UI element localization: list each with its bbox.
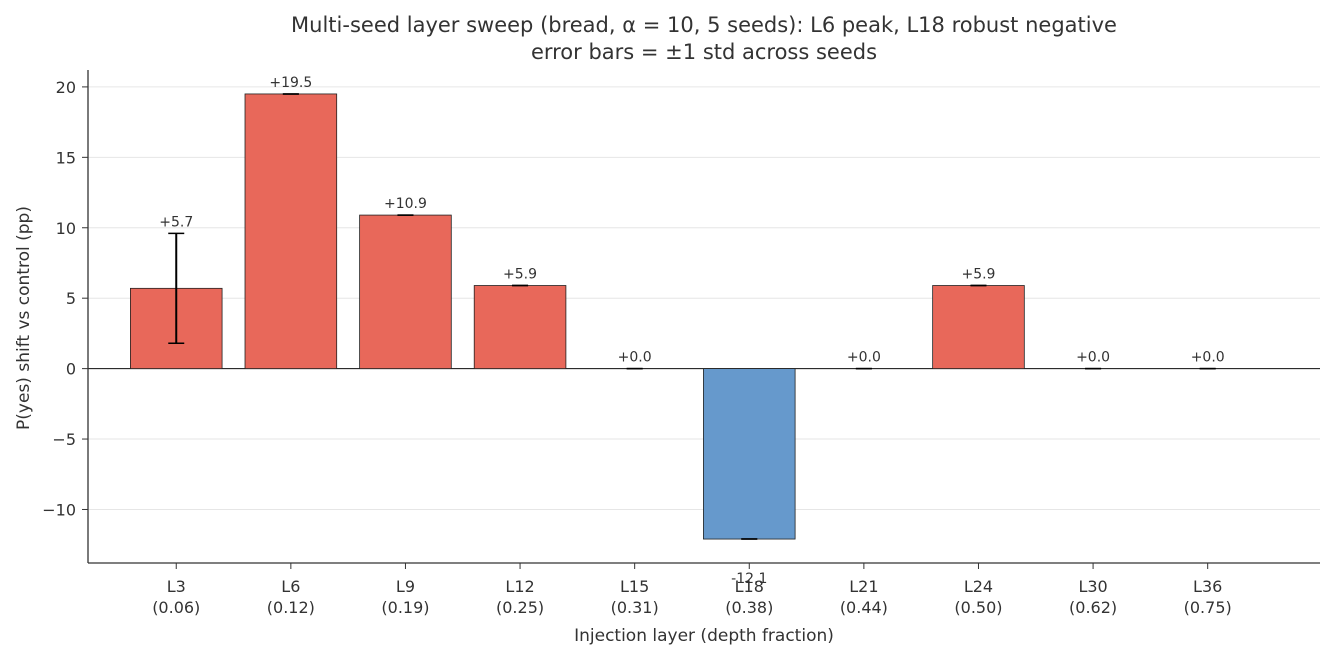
x-tick-label: L21 <box>849 577 878 596</box>
x-tick-label: L18 <box>735 577 764 596</box>
data-label-L6: +19.5 <box>269 75 312 91</box>
x-tick-depth-label: (0.75) <box>1184 598 1232 617</box>
data-label-L21: +0.0 <box>847 350 881 366</box>
y-tick-label: −5 <box>52 430 76 449</box>
data-label-L15: +0.0 <box>618 350 652 366</box>
data-label-L9: +10.9 <box>384 196 427 212</box>
x-tick-label: L12 <box>505 577 534 596</box>
bar-L9 <box>359 214 452 370</box>
x-tick-depth-label: (0.19) <box>381 598 429 617</box>
x-tick-depth-label: (0.31) <box>611 598 659 617</box>
x-tick-label: L3 <box>167 577 186 596</box>
x-tick-depth-label: (0.38) <box>725 598 773 617</box>
x-tick-label: L15 <box>620 577 649 596</box>
x-tick-depth-label: (0.50) <box>954 598 1002 617</box>
error-bars <box>168 93 1216 540</box>
data-label-L30: +0.0 <box>1076 350 1110 366</box>
data-labels: +5.7 +19.5 +10.9 +5.9 +0.0 -12.1 +0.0 +5.9 +0.0 +… <box>159 75 1224 587</box>
x-tick-label: L9 <box>396 577 415 596</box>
x-tick-depth-label: (0.62) <box>1069 598 1117 617</box>
bar-L18 <box>703 368 796 540</box>
bar-L6 <box>244 93 338 370</box>
y-tick-label: 5 <box>66 289 76 308</box>
y-tick-label: 15 <box>56 148 76 167</box>
chart-subtitle: error bars = ±1 std across seeds <box>531 40 877 64</box>
x-tick-depth-label: (0.44) <box>840 598 888 617</box>
axes: L3 (0.06) L6 (0.12) L9 (0.19) L12 (0.25) L15 (0.3… <box>42 70 1320 617</box>
x-tick-depth-label: (0.06) <box>152 598 200 617</box>
y-axis-label: P(yes) shift vs control (pp) <box>14 206 34 430</box>
data-label-L24: +5.9 <box>961 267 995 283</box>
data-label-L3: +5.7 <box>159 214 193 230</box>
y-tick-label: 20 <box>56 78 76 97</box>
bar-L24 <box>932 285 1025 370</box>
data-label-L36: +0.0 <box>1191 350 1225 366</box>
bars <box>130 93 1025 540</box>
x-tick-label: L6 <box>281 577 300 596</box>
x-tick-label: L36 <box>1193 577 1222 596</box>
data-label-L12: +5.9 <box>503 267 537 283</box>
x-tick-label: L24 <box>964 577 993 596</box>
y-tick-label: 10 <box>56 219 76 238</box>
x-tick-label: L30 <box>1078 577 1107 596</box>
chart-title: Multi-seed layer sweep (bread, α = 10, 5… <box>291 13 1117 37</box>
bar-L12 <box>473 285 567 370</box>
x-tick-depth-label: (0.12) <box>267 598 315 617</box>
data-label-L18: -12.1 <box>731 571 767 587</box>
y-tick-label: 0 <box>66 360 76 379</box>
x-tick-depth-label: (0.25) <box>496 598 544 617</box>
y-tick-label: −10 <box>42 500 76 519</box>
x-axis-label: Injection layer (depth fraction) <box>574 626 834 646</box>
